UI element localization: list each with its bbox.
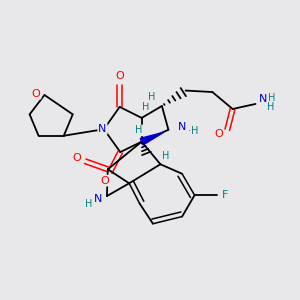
Text: O: O bbox=[32, 88, 40, 98]
Text: N: N bbox=[94, 194, 102, 204]
Text: O: O bbox=[115, 71, 124, 81]
Text: H: H bbox=[85, 200, 93, 209]
Polygon shape bbox=[140, 132, 164, 145]
Text: H: H bbox=[267, 103, 274, 112]
Text: N: N bbox=[259, 94, 267, 103]
Text: H: H bbox=[148, 92, 155, 102]
Text: H: H bbox=[162, 151, 169, 161]
Text: N: N bbox=[98, 124, 106, 134]
Text: H: H bbox=[142, 102, 149, 112]
Text: O: O bbox=[100, 176, 109, 186]
Text: O: O bbox=[214, 129, 223, 139]
Text: N: N bbox=[178, 122, 186, 132]
Text: O: O bbox=[72, 153, 81, 163]
Text: H: H bbox=[268, 93, 275, 103]
Text: F: F bbox=[222, 190, 228, 200]
Text: ·H: ·H bbox=[188, 126, 198, 136]
Text: H: H bbox=[135, 125, 142, 135]
